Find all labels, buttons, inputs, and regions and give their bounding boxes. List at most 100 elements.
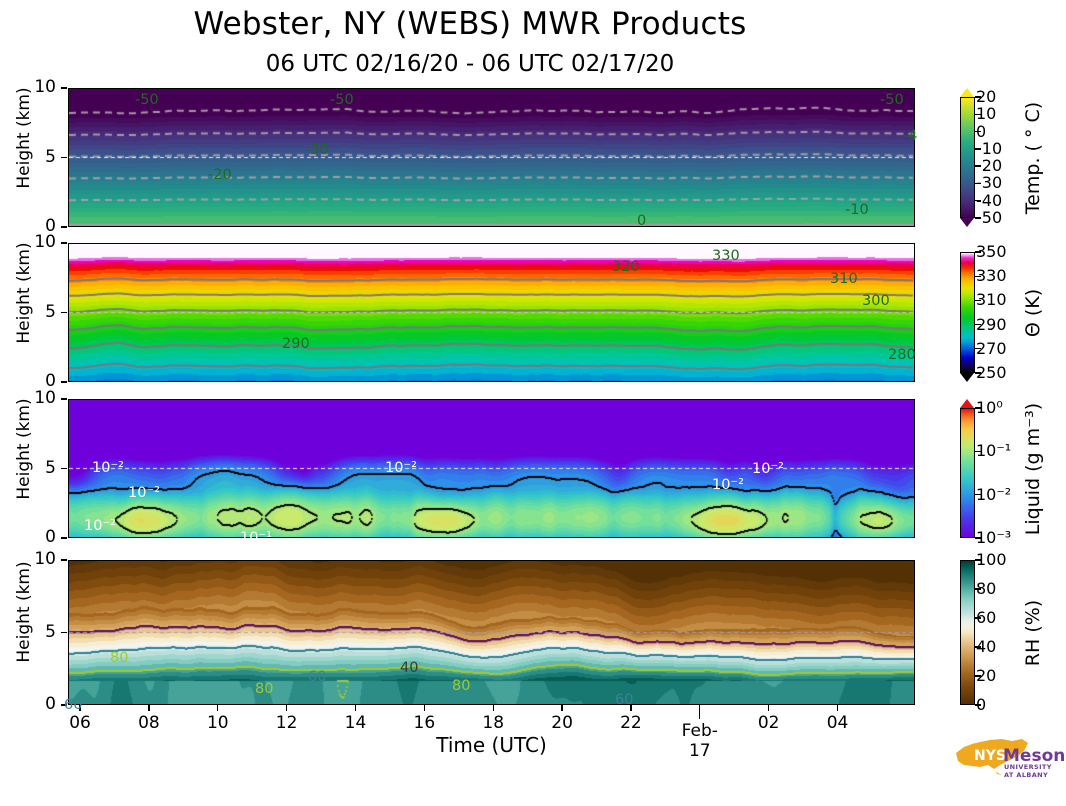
contour-label: 330	[712, 248, 740, 264]
x-tick-label: 06	[69, 713, 91, 733]
x-tick-mark	[836, 705, 839, 711]
contour-label: 80	[110, 650, 129, 666]
contour-label: -20	[208, 167, 232, 183]
colorbar-tick-mark	[975, 113, 981, 115]
x-tick-mark	[423, 705, 426, 711]
logo-nys-text: NYS	[974, 748, 1006, 764]
temperature-heatmap	[69, 89, 914, 226]
colorbar-theta[interactable]: 350 330 310 290 270 250 Θ (K)	[946, 243, 1066, 382]
contour-label: -30	[305, 142, 329, 158]
colorbar-cap-top	[960, 88, 974, 97]
colorbar-tick-mark	[975, 588, 981, 590]
y-tick-label: 10	[34, 232, 56, 252]
y-tick-mark	[61, 242, 67, 244]
contour-label: 290	[282, 336, 310, 352]
y-tick-label: 5	[45, 301, 56, 322]
contour-label: -50	[330, 92, 354, 108]
contour-label: 60	[615, 692, 634, 708]
colorbar-tick-mark	[975, 217, 981, 219]
contour-label: 10⁻¹	[240, 530, 272, 546]
logo-university-text: UNIVERSITY AT ALBANY	[1004, 763, 1052, 779]
contour-label: 320	[612, 259, 640, 275]
contour-label: -50	[135, 92, 159, 108]
colorbar-title: Θ (K)	[1022, 288, 1044, 337]
ylabel-panel2: Height (km)	[14, 242, 34, 344]
x-tick-label: 18	[482, 713, 505, 733]
colorbar-gradient	[960, 252, 975, 373]
colorbar-tick-mark	[975, 537, 981, 539]
colorbar-tick-mark	[975, 494, 981, 496]
colorbar-tick-label: -50	[976, 208, 1003, 227]
colorbar-tick-label: 270	[976, 338, 1007, 358]
y-tick-mark	[61, 704, 67, 706]
colorbar-gradient	[960, 408, 975, 538]
ny-state-icon	[956, 739, 1028, 775]
colorbar-cap-top	[960, 399, 974, 408]
contour-label: 60	[308, 669, 327, 685]
ylabel-panel1: Height (km)	[14, 87, 34, 189]
contour-label: 80	[255, 681, 274, 697]
y-tick-mark	[61, 381, 67, 383]
colorbar-tick-mark	[975, 646, 981, 648]
y-tick-mark	[61, 311, 67, 314]
colorbar-tick-label: 10⁰	[976, 398, 1003, 417]
contour-label: 10⁻²	[128, 485, 160, 501]
x-tick-label: 12	[275, 713, 298, 733]
x-tick-label: 02	[757, 713, 780, 733]
logo-mesonet-text: Mesonet	[1003, 746, 1066, 766]
colorbar-rh[interactable]: 100 80 60 40 20 0 RH (%)	[946, 552, 1066, 713]
ylabel-panel3: Height (km)	[14, 398, 34, 500]
panel-temperature[interactable]	[68, 88, 915, 227]
contour-label: 300	[862, 293, 890, 309]
colorbar-gradient	[960, 560, 975, 705]
page-subtitle: 06 UTC 02/16/20 - 06 UTC 02/17/20	[265, 51, 675, 77]
y-tick-label: 5	[45, 146, 56, 167]
colorbar-tick-mark	[975, 348, 981, 350]
colorbar-tick-mark	[975, 182, 981, 185]
x-tick-mark	[285, 705, 288, 711]
colorbar-tick-mark	[975, 148, 981, 150]
y-tick-mark	[61, 467, 67, 470]
y-tick-label: 0	[45, 216, 56, 236]
x-tick-label: 10	[206, 713, 229, 733]
contour-label: 10⁻²	[712, 477, 744, 493]
panel-theta[interactable]	[68, 243, 915, 382]
x-tick-label: Feb-17	[681, 721, 718, 761]
x-tick-mark	[630, 705, 632, 711]
y-tick-label: 10	[34, 77, 56, 97]
y-tick-mark	[61, 631, 67, 634]
colorbar-tick-mark	[975, 450, 981, 452]
y-tick-mark	[61, 398, 67, 400]
colorbar-tick-mark	[975, 617, 981, 619]
x-tick-mark	[354, 705, 357, 711]
xlabel: Time (UTC)	[436, 733, 547, 757]
panel-rh[interactable]	[68, 560, 915, 705]
x-tick-mark	[767, 705, 770, 711]
colorbar-cap-top	[960, 243, 974, 252]
contour-label: 10⁻²	[92, 460, 124, 476]
contour-label: 10⁻²	[315, 539, 347, 555]
contour-label: 0	[637, 213, 647, 229]
colorbar-tick-mark	[975, 372, 981, 374]
y-tick-label: 5	[45, 457, 56, 478]
panel-liquid[interactable]	[68, 399, 915, 538]
x-tick-mark	[699, 705, 701, 719]
x-tick-label: 16	[413, 713, 436, 733]
x-tick-label: 14	[344, 713, 367, 733]
colorbar-tick-mark	[975, 251, 981, 253]
colorbar-tick-mark	[975, 704, 981, 706]
colorbar-temperature[interactable]: 20 10 0 -10 -20 -30 -40 -50 Temp. ( ° C)	[946, 88, 1066, 227]
theta-heatmap	[69, 244, 914, 381]
contour-label: 280	[888, 347, 916, 363]
contour-label: 80	[452, 678, 471, 694]
y-tick-mark	[61, 87, 67, 89]
colorbar-tick-mark	[975, 323, 981, 326]
colorbar-tick-label: 40	[976, 637, 997, 656]
colorbar-tick-label: 10⁻²	[976, 484, 1012, 504]
x-tick-mark	[492, 705, 494, 711]
colorbar-liquid[interactable]: 10⁰ 10⁻¹ 10⁻² 10⁻³ Liquid (g m⁻³)	[946, 398, 1066, 546]
x-tick-label: 20	[551, 713, 573, 733]
colorbar-tick-mark	[975, 675, 981, 677]
x-tick-label: 04	[826, 713, 849, 733]
colorbar-title: Temp. ( ° C)	[1022, 101, 1044, 214]
